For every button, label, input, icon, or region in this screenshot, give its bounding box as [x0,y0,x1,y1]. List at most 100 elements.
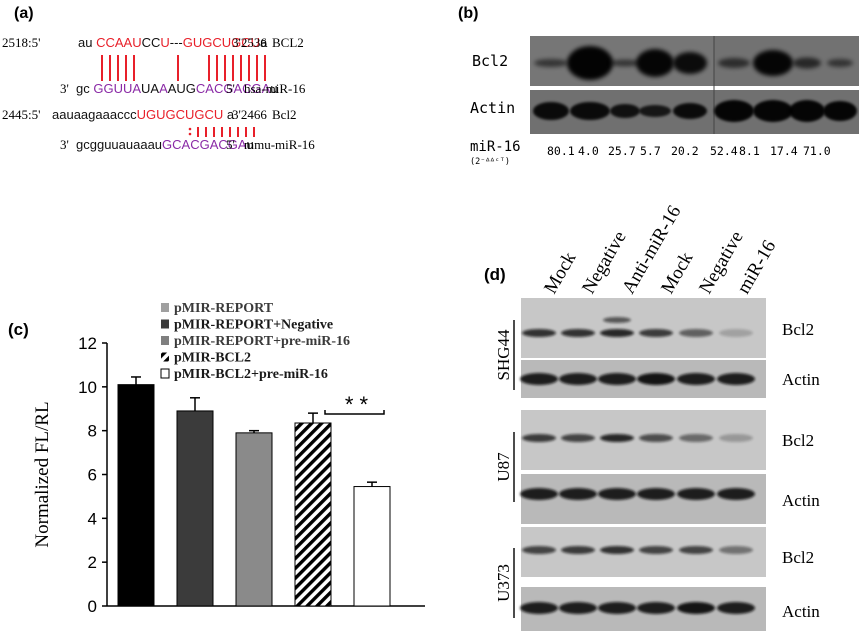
blot-d-band-actin [559,373,597,385]
blot-d-band-actin [520,602,558,614]
seq-segment: U [160,35,169,50]
blot-d-band-actin [520,373,558,385]
seq-segment: UGUGCUGCU [137,107,224,122]
mir16-value: 4.0 [578,144,599,158]
mir16-value: 5.7 [640,144,661,158]
western-blot-d: Bcl2 Actin Bcl2 Actin Bcl2 Actin SHG44 U87 U373 [494,298,820,631]
seq-name-label: BCL2 [272,35,304,50]
wobble-dot [188,132,192,136]
seq-segment: CCAAU [96,35,142,50]
seq-segment: a [260,35,268,50]
blot-d-band-bcl2 [522,546,556,554]
blot-d-band-actin [717,373,755,385]
y-tick-label: 0 [88,597,97,616]
legend-swatch [161,352,169,362]
blot-d-band-actin [637,373,675,385]
blot-d-strip-actin [521,474,766,524]
legend-swatch [161,319,169,329]
blot-b-actin-band [823,101,857,121]
mir16-value: 71.0 [803,144,831,158]
blot-d-band-bcl2 [679,329,713,337]
blot-d-row-label: Actin [782,602,820,621]
blot-d-band-bcl2 [639,434,673,442]
seq-start-label: 3' [60,137,69,152]
western-blot-b [530,36,859,134]
blot-b-actin-band [610,104,640,118]
panel-a: (a) 2518:5' au CCAAUCCU---GUGCUGCUa3'2536… [2,5,315,152]
y-tick-label: 6 [88,466,97,485]
legend-label: pMIR-BCL2 [174,351,251,366]
bar-1 [117,384,155,607]
bar-4 [294,422,332,607]
legend-label: pMIR-BCL2+pre-miR-16 [174,367,328,382]
cell-line-label: U373 [494,564,513,602]
blot-d-band-bcl2 [719,546,753,554]
blot-b-bcl2-band [718,58,750,68]
blot-d-row-label: Bcl2 [782,320,814,339]
seq-name-label: hsa-miR-16 [244,81,306,96]
significance-stars: * * [345,392,369,417]
y-tick-label: 8 [88,422,97,441]
seq-segment: A [159,81,168,96]
panel-b: (b) Bcl2 Actin miR-16 (2⁻ᐞᐞᶜᵀ) 80.1 4.0 25… [458,5,859,167]
blot-b-bcl2-band [827,59,853,67]
blot-d-band-actin [598,373,636,385]
legend-swatch [161,303,169,312]
blot-b-bcl2-band [534,59,568,67]
panel-c-label: (c) [8,320,29,339]
panel-c: (c) Normalized FL/RL 0 2 4 6 8 10 12 * * pMIR-REP… [8,301,425,616]
blot-d-band-bcl2 [522,329,556,337]
blot-b-bcl2-band [673,52,707,74]
seq-start-label: 2518:5' [2,35,40,50]
bar-2 [176,410,214,607]
panel-d: (d) MockNegativeAnti-miR-16MockNegativem… [484,202,820,631]
seq-bcl2-mouse: aauaagaaacccUGUGCUGCU a [52,107,235,122]
seq-end-label: 5' [226,81,235,96]
seq-segment: u [247,137,254,152]
blot-d-band-bcl2 [600,329,634,337]
blot-d-band-bcl2 [639,546,673,554]
legend-swatch [161,336,169,345]
panel-a-label: (a) [14,5,34,22]
base-pair-lines [101,55,266,137]
mir16-values: 80.1 4.0 25.7 5.7 20.2 52.4 8.1 17.4 71.0 [547,144,831,158]
seq-end-label: 3'2466 [232,107,267,122]
seq-segment: gc [76,81,93,96]
seq-name-label: mmu-miR-16 [244,137,315,152]
y-tick-label: 10 [78,378,97,397]
seq-segment: GCACGACGA [162,137,247,152]
seq-segment: au [78,35,96,50]
legend-label: pMIR-REPORT+pre-miR-16 [174,334,350,349]
blot-d-band-bcl2 [600,434,634,442]
blot-d-band-actin [598,488,636,500]
blot-d-band-bcl2 [561,546,595,554]
blot-d-row-label: Bcl2 [782,548,814,567]
seq-start-label: 2445:5' [2,107,40,122]
blot-d-band-actin [677,602,715,614]
blot-b-bcl2-band [636,49,674,77]
mir16-value: 80.1 [547,144,575,158]
lane-label: Mock [540,248,581,297]
seq-end-label: 3'2536 [232,35,267,50]
seq-segment: u [270,81,277,96]
blot-b-bcl2-band [753,50,793,76]
panel-b-label: (b) [458,5,478,22]
cell-line-label: U87 [494,452,513,482]
legend-label: pMIR-REPORT+Negative [174,318,333,333]
blot-d-band-actin [559,488,597,500]
seq-segment: GGUUA [93,81,141,96]
mir16-value: 25.7 [608,144,636,158]
blot-b-row-label-bcl2: Bcl2 [472,52,508,70]
blot-d-band-bcl2 [679,546,713,554]
blot-d-band-actin [677,373,715,385]
lane-label: Mock [657,248,698,297]
mir16-value: 17.4 [770,144,798,158]
blot-d-band-extra [603,317,631,323]
blot-b-actin-band [714,100,754,122]
seq-bcl2-human: au CCAAUCCU---GUGCUGCUa [78,35,268,50]
seq-end-label: 5' [226,137,235,152]
mir16-label: miR-16 [470,139,521,155]
y-axis-label: Normalized FL/RL [32,401,53,547]
blot-d-band-bcl2 [719,329,753,337]
